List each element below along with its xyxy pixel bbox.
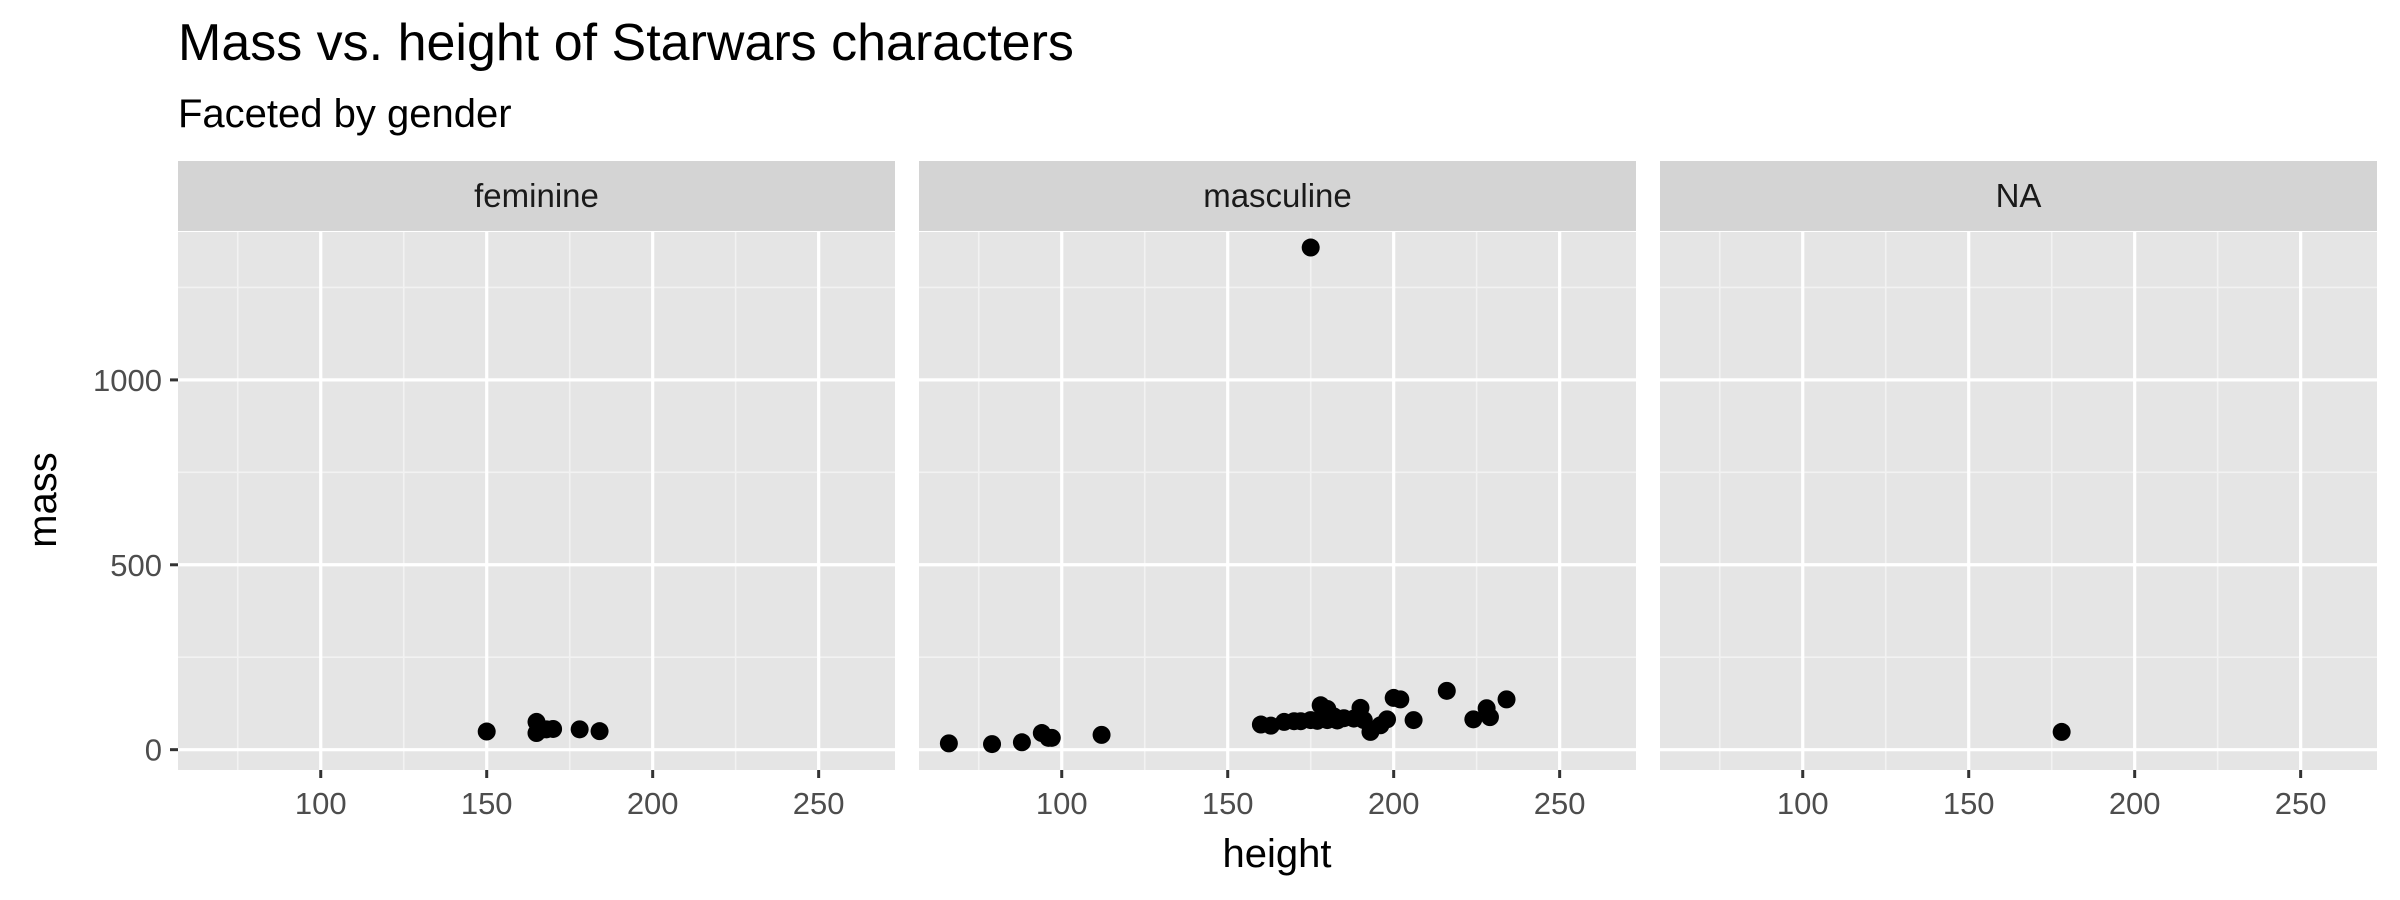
x-tick-label: 200 (627, 786, 679, 821)
x-tick-label: 150 (1943, 786, 1995, 821)
panel-background (919, 232, 1636, 770)
x-tick-label: 100 (295, 786, 347, 821)
x-tick-label: 200 (1368, 786, 1420, 821)
data-point (570, 720, 589, 739)
data-point (1497, 690, 1516, 709)
x-tick-label: 100 (1777, 786, 1829, 821)
x-tick-label: 250 (1534, 786, 1586, 821)
x-tick-label: 100 (1036, 786, 1088, 821)
y-axis: 0 500 1000 (93, 363, 178, 768)
data-point (1301, 238, 1320, 257)
facet-strip (1660, 161, 2377, 231)
data-point (590, 722, 609, 741)
facet-strip (178, 161, 895, 231)
data-point (983, 735, 1002, 754)
x-tick-label: 150 (1202, 786, 1254, 821)
data-point (477, 722, 496, 741)
facet-strip-label: NA (1996, 177, 2042, 214)
data-point (1391, 690, 1410, 709)
x-tick-label: 150 (461, 786, 513, 821)
facet-strip-label: masculine (1203, 177, 1352, 214)
x-tick-label: 200 (2109, 786, 2161, 821)
panel-background (178, 232, 895, 770)
data-point (1042, 728, 1061, 747)
chart-subtitle: Faceted by gender (178, 92, 512, 136)
data-point (544, 719, 563, 738)
facet-panel-na: NA 100 150 200 250 (1660, 161, 2377, 821)
x-axis-title: height (1223, 832, 1332, 876)
y-axis-title: mass (21, 452, 65, 548)
data-point (1012, 733, 1031, 752)
facet-panel-masculine: masculine 100 150 200 250 (919, 161, 1636, 821)
facet-panels: feminine 100 150 200 250 masculine 100 150 200 25… (178, 161, 2377, 821)
facet-strip (919, 161, 1636, 231)
data-point (1092, 725, 1111, 744)
facet-strip-label: feminine (474, 177, 599, 214)
data-point (1464, 710, 1483, 729)
data-point (939, 734, 958, 753)
chart-title: Mass vs. height of Starwars characters (178, 14, 1074, 72)
facet-panel-feminine: feminine 100 150 200 250 (178, 161, 895, 821)
y-tick-label: 0 (145, 733, 162, 768)
x-tick-label: 250 (2275, 786, 2327, 821)
x-tick-label: 250 (793, 786, 845, 821)
data-point (1437, 681, 1456, 700)
y-tick-label: 500 (110, 548, 162, 583)
data-point (2052, 722, 2071, 741)
data-point (1480, 708, 1499, 727)
y-tick-label: 1000 (93, 363, 162, 398)
data-point (1404, 711, 1423, 730)
panel-background (1660, 232, 2377, 770)
data-point (1378, 710, 1397, 729)
